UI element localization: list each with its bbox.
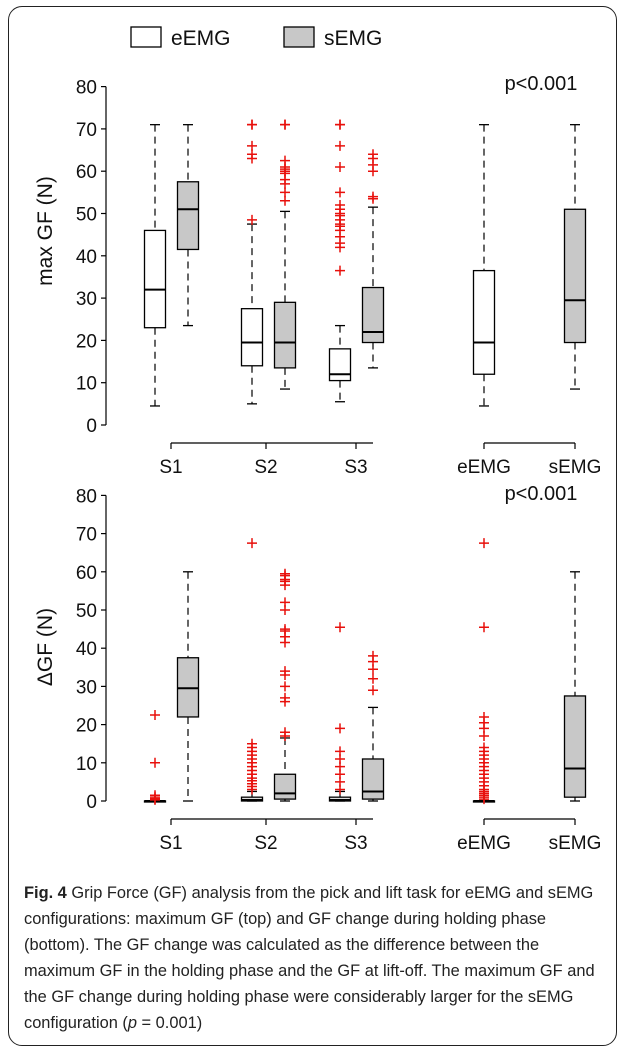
caption-p-value-text: = 0.001) <box>137 1014 203 1032</box>
legend: eEMG sEMG <box>130 26 382 50</box>
outlier-marker <box>280 597 290 608</box>
y-tick-label: 0 <box>86 416 97 437</box>
max-gf-marks: 0 10 20 30 40 50 60 70 80 S1 S2 S3 eEMG sEMG <box>76 78 602 478</box>
y-tick-label: 30 <box>76 289 97 310</box>
caption-text: Grip Force (GF) analysis from the pick a… <box>24 884 595 1032</box>
y-axis-label-max-gf: max GF (N) <box>34 176 57 286</box>
outlier-marker <box>368 673 378 684</box>
x-tick-label: S2 <box>254 457 277 478</box>
outlier-marker <box>335 746 345 757</box>
box <box>143 229 167 329</box>
outlier-marker <box>368 685 378 696</box>
outlier-marker <box>280 119 290 130</box>
x-tick-label: eEMG <box>457 833 511 854</box>
box <box>361 286 385 344</box>
outlier-marker <box>247 140 257 151</box>
outlier-marker <box>479 711 489 722</box>
legend-label-semg: sEMG <box>324 27 382 50</box>
box <box>563 695 587 798</box>
outlier-marker <box>368 191 378 202</box>
box <box>240 308 264 367</box>
outlier-marker <box>247 214 257 225</box>
figure-plots: eEMG sEMG max GF (N) p<0.001 0 10 20 30 40 50… <box>34 26 601 854</box>
outlier-marker <box>280 187 290 198</box>
outlier-marker <box>335 622 345 633</box>
y-tick-label: 50 <box>76 205 97 226</box>
y-tick-label: 10 <box>76 754 97 775</box>
outlier-marker <box>368 149 378 160</box>
outlier-marker <box>280 681 290 692</box>
y-tick-label: 20 <box>76 331 97 352</box>
x-tick-label: eEMG <box>457 457 511 478</box>
outlier-marker <box>335 723 345 734</box>
box <box>328 348 352 382</box>
y-tick-label: 70 <box>76 525 97 546</box>
legend-swatch-eemg <box>130 26 162 48</box>
y-tick-label: 60 <box>76 563 97 584</box>
p-value-annotation-top: p<0.001 <box>505 73 578 95</box>
x-tick-label: S1 <box>159 833 182 854</box>
box <box>176 181 200 251</box>
x-tick-label: sEMG <box>549 833 602 854</box>
chart-delta-gf: ΔGF (N) p<0.001 0 10 20 30 40 50 60 70 80 S1 S2 S3 e… <box>34 483 601 854</box>
y-tick-label: 80 <box>76 486 97 507</box>
x-tick-label: S1 <box>159 457 182 478</box>
outlier-marker <box>280 727 290 738</box>
p-value-annotation-bottom: p<0.001 <box>505 483 578 505</box>
x-tick-label: sEMG <box>549 457 602 478</box>
box <box>273 773 297 800</box>
outlier-marker <box>280 624 290 635</box>
outlier-marker <box>247 738 257 749</box>
caption-p-symbol: p <box>127 1014 137 1032</box>
outlier-marker <box>368 650 378 661</box>
legend-swatch-semg <box>283 26 315 48</box>
outlier-marker <box>150 710 160 721</box>
outlier-marker <box>247 149 257 160</box>
y-tick-label: 80 <box>76 78 97 99</box>
figure-frame <box>8 6 617 1046</box>
outlier-marker <box>280 195 290 206</box>
caption-fig-label: Fig. 4 <box>24 884 67 902</box>
x-tick-label: S2 <box>254 833 277 854</box>
outlier-marker <box>150 757 160 768</box>
y-tick-label: 60 <box>76 162 97 183</box>
outlier-marker <box>335 161 345 172</box>
outlier-marker <box>335 265 345 276</box>
y-tick-label: 0 <box>86 792 97 813</box>
outlier-marker <box>335 140 345 151</box>
y-tick-label: 70 <box>76 120 97 141</box>
x-tick-label: S3 <box>344 833 367 854</box>
delta-gf-marks: 0 10 20 30 40 50 60 70 80 S1 S2 S3 eEMG sEMG <box>76 486 602 854</box>
legend-label-eemg: eEMG <box>171 27 231 50</box>
box <box>472 269 496 375</box>
outlier-marker <box>335 119 345 130</box>
box <box>273 301 297 369</box>
outlier-marker <box>280 155 290 166</box>
outlier-marker <box>479 622 489 633</box>
outlier-marker <box>335 187 345 198</box>
outlier-marker <box>335 200 345 211</box>
y-tick-label: 50 <box>76 601 97 622</box>
y-tick-label: 10 <box>76 374 97 395</box>
y-tick-label: 40 <box>76 639 97 660</box>
figure-caption: Fig. 4 Grip Force (GF) analysis from the… <box>24 880 606 1036</box>
outlier-marker <box>150 790 160 801</box>
y-tick-label: 40 <box>76 247 97 268</box>
x-tick-label: S3 <box>344 457 367 478</box>
caption-p-value: p = 0.001) <box>128 1014 202 1032</box>
outlier-marker <box>247 538 257 549</box>
box <box>563 208 587 344</box>
chart-max-gf: max GF (N) p<0.001 0 10 20 30 40 50 60 70 80 S1 S2… <box>34 73 601 478</box>
y-tick-label: 20 <box>76 716 97 737</box>
y-tick-label: 30 <box>76 677 97 698</box>
outlier-marker <box>280 666 290 677</box>
outlier-marker <box>479 742 489 753</box>
box <box>361 758 385 800</box>
outlier-marker <box>280 568 290 579</box>
outlier-marker <box>280 692 290 703</box>
outlier-marker <box>247 119 257 130</box>
outlier-marker <box>479 538 489 549</box>
y-axis-label-delta-gf: ΔGF (N) <box>34 608 57 686</box>
